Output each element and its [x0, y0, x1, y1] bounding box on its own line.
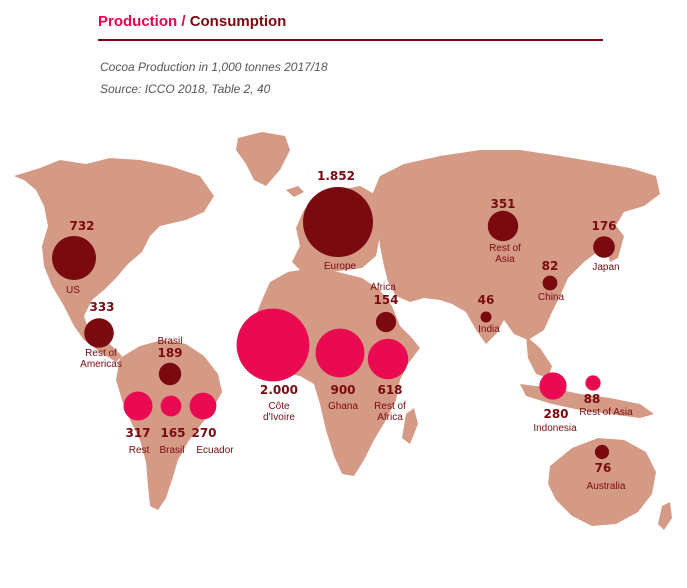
consumption-bubble-rest-of-americas: [84, 318, 114, 348]
region-label-ghana: Ghana: [328, 401, 358, 412]
region-label-rest-of-africa: Rest of: [374, 401, 406, 412]
madagascar: [402, 408, 418, 444]
consumption-bubble-australia: [594, 444, 610, 460]
south-america: [116, 340, 222, 510]
marker-rest-americas-production: 317 Rest: [123, 391, 153, 456]
source-note: Source: ICCO 2018, Table 2, 40: [100, 82, 271, 96]
marker-europe: 1.852 Europe: [303, 169, 373, 272]
region-label-brasil-production: Brasil: [159, 445, 184, 456]
value-label-ghana: 900: [330, 383, 355, 397]
region-label-us: US: [66, 285, 80, 296]
consumption-bubble-africa-consumption: [375, 311, 397, 333]
production-bubble-rest-americas-production: [123, 391, 153, 421]
marker-ghana: 900 Ghana: [315, 328, 365, 412]
value-label-rest-of-asia-production: 88: [584, 392, 601, 406]
marker-indonesia: 280 Indonesia: [533, 372, 577, 434]
asia: [370, 150, 660, 344]
title-production: Production: [98, 13, 178, 30]
value-label-africa-consumption: 154: [373, 293, 398, 307]
production-bubble-rest-of-asia-production: [585, 375, 601, 391]
region-label-brasil-consumption: Brasil: [157, 336, 182, 347]
value-label-japan: 176: [591, 219, 616, 233]
consumption-bubble-europe: [303, 187, 373, 257]
consumption-bubble-japan: [593, 236, 615, 258]
region-label-rest-of-africa: Africa: [377, 412, 403, 423]
value-label-brasil-consumption: 189: [157, 346, 182, 360]
value-label-brasil-production: 165: [160, 426, 185, 440]
marker-australia: 76 Australia: [587, 444, 626, 492]
value-label-ecuador: 270: [191, 426, 216, 440]
region-label-china: China: [538, 292, 565, 303]
value-label-rest-of-americas: 333: [89, 300, 114, 314]
region-label-africa-consumption: Africa: [370, 282, 396, 293]
region-label-indonesia: Indonesia: [533, 423, 577, 434]
chart-header: Production / Consumption: [98, 12, 603, 41]
consumption-bubble-rest-of-asia-consumption: [487, 210, 519, 242]
consumption-bubble-us: [52, 236, 96, 280]
region-label-rest-of-asia-consumption: Asia: [495, 254, 515, 265]
region-label-ecuador: Ecuador: [196, 445, 234, 456]
region-label-rest-of-asia-production: Rest of Asia: [579, 407, 633, 418]
value-label-rest-of-africa: 618: [377, 383, 402, 397]
region-label-rest-of-americas: Americas: [80, 359, 122, 370]
region-label-rest-of-americas: Rest of: [85, 348, 117, 359]
value-label-india: 46: [478, 293, 495, 307]
production-bubble-ecuador: [189, 392, 217, 420]
consumption-bubble-india: [480, 311, 492, 323]
value-label-cote-divoire: 2.000: [260, 383, 298, 397]
region-label-india: India: [478, 324, 500, 335]
southeast-asia: [526, 336, 552, 378]
region-label-australia: Australia: [587, 481, 626, 492]
production-bubble-cote-divoire: [236, 308, 310, 382]
title-separator: /: [177, 13, 190, 30]
region-label-cote-divoire: d'Ivoire: [263, 412, 295, 423]
region-label-cote-divoire: Côte: [268, 401, 290, 412]
iceland: [286, 186, 304, 197]
marker-us: 732 US: [52, 219, 96, 296]
title-consumption: Consumption: [189, 13, 287, 30]
greenland: [236, 132, 290, 186]
production-bubble-ghana: [315, 328, 365, 378]
marker-india: 46 India: [478, 293, 501, 335]
marker-ecuador: 270 Ecuador: [189, 392, 234, 456]
subtitle: Cocoa Production in 1,000 tonnes 2017/18: [100, 60, 328, 74]
consumption-bubble-brasil-consumption: [158, 362, 182, 386]
new-zealand: [658, 502, 672, 530]
region-label-europe: Europe: [324, 261, 357, 272]
chart-title: Production / Consumption: [98, 12, 603, 32]
value-label-rest-of-asia-consumption: 351: [490, 197, 515, 211]
value-label-indonesia: 280: [543, 407, 568, 421]
value-label-rest-americas-production: 317: [125, 426, 150, 440]
marker-japan: 176 Japan: [591, 219, 619, 273]
production-bubble-indonesia: [539, 372, 567, 400]
value-label-australia: 76: [595, 461, 612, 475]
region-label-japan: Japan: [592, 262, 619, 273]
value-label-europe: 1.852: [317, 169, 355, 183]
consumption-bubble-china: [542, 275, 558, 291]
value-label-us: 732: [69, 219, 94, 233]
production-bubble-brasil-production: [160, 395, 182, 417]
marker-brasil-production: 165 Brasil: [159, 395, 186, 456]
australia: [548, 438, 656, 526]
value-label-china: 82: [542, 259, 559, 273]
region-label-rest-americas-production: Rest: [129, 445, 150, 456]
marker-china: 82 China: [538, 259, 565, 303]
region-label-rest-of-asia-consumption: Rest of: [489, 243, 521, 254]
production-bubble-rest-of-africa: [367, 338, 409, 380]
north-america: [14, 158, 214, 362]
